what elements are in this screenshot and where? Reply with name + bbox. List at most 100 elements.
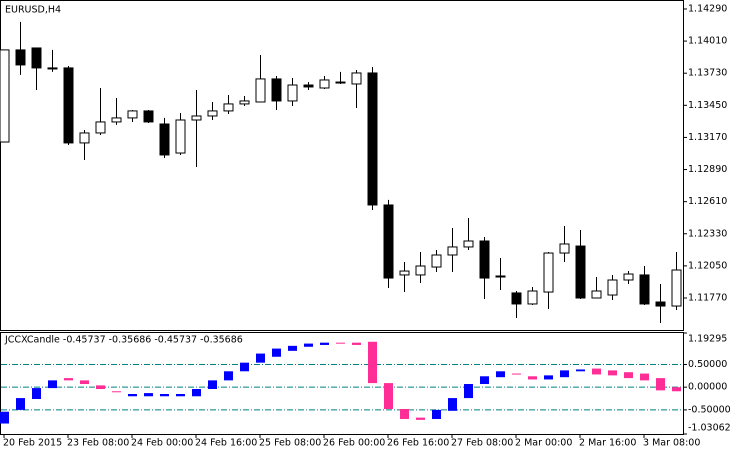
candle-body [559,243,570,254]
y-tick-label: 1.12330 [688,228,727,239]
y-tick-label: -1.03062 [688,423,731,434]
candle-body [31,47,42,69]
candle-body [288,345,297,351]
y-tick-label: 1.13450 [688,100,727,111]
candle-body [383,204,394,279]
candle-body [656,378,665,391]
candle-body [224,371,233,381]
candle-body [304,343,313,347]
y-tick-label: 1.12610 [688,196,727,207]
candle-body [48,380,57,389]
chart-title: EURUSD,H4 [5,5,61,16]
candle-body [399,270,410,276]
candle-body [208,380,217,390]
candle-body [384,383,393,409]
candle-body [287,84,298,102]
candle-body [352,342,361,345]
y-tick-label: 1.19295 [688,334,727,345]
candle-body [495,275,506,278]
candle-body [368,341,377,384]
candle-body [320,342,329,345]
candle-body [143,110,154,123]
y-tick-label: 1.13730 [688,68,727,79]
candle-body [512,373,521,375]
candle-body [80,380,89,385]
candle-body [351,72,362,85]
candle-body [271,78,282,102]
candle-body [623,273,634,281]
candle-body [528,376,537,380]
y-tick-label: 0.50000 [688,359,727,370]
x-tick-label: 26 Feb 00:00 [323,438,385,449]
candle-body [464,384,473,399]
candle-body [32,388,41,399]
candle-body [624,372,633,379]
candle-body [127,110,138,119]
indicator-frame [0,332,684,435]
candle-body [159,123,170,156]
candle-body [128,394,137,397]
x-tick-label: 27 Feb 08:00 [451,438,513,449]
candle-body [207,110,218,117]
candle-body [448,398,457,411]
candle-body [336,342,345,344]
candle-body [607,279,618,296]
candle-body [191,115,202,121]
chart-title: JCCXCandle -0.45737 -0.35686 -0.45737 -0… [4,335,243,346]
candle-body [272,348,281,357]
x-tick-label: 25 Feb 08:00 [259,438,321,449]
candle-body [543,252,554,293]
candle-body [223,103,234,112]
candle-body [431,254,442,268]
candle-body [511,292,522,305]
x-tick-label: 26 Feb 16:00 [387,438,449,449]
y-tick-label: 1.12890 [688,164,727,175]
candle-body [0,411,9,424]
candle-body [63,67,74,144]
x-tick-label: 2 Mar 16:00 [579,438,636,449]
candle-body [0,49,10,143]
candle-body [256,353,265,363]
candle-body [672,387,681,392]
y-tick-label: 1.14290 [688,4,727,15]
y-tick-label: 1.12050 [688,260,727,271]
candle-body [463,240,474,248]
candle-body [544,375,553,380]
y-tick-label: 1.13170 [688,132,727,143]
main-frame [0,0,684,331]
candle-body [655,301,666,307]
candle-body [95,121,106,134]
candle-body [608,370,617,376]
y-tick-label: 1.11770 [688,292,727,303]
candle-body [560,370,569,378]
candle-body [415,265,426,276]
candle-body [432,409,441,419]
candle-body [160,394,169,397]
candle-body [144,393,153,397]
candle-body [16,398,25,410]
candle-body [319,79,330,89]
candle-body [175,119,186,154]
candle-body [591,290,602,299]
candle-body [335,81,346,84]
candle-body [639,274,650,305]
candle-body [15,49,26,66]
candle-body [447,246,458,256]
candle-body [303,84,314,88]
candle-body [64,378,73,381]
candle-body [111,117,122,123]
candle-body [176,394,185,397]
candle-body [479,240,490,279]
candle-body [640,373,649,381]
candle-body [400,408,409,419]
candle-body [480,376,489,385]
candle-body [416,417,425,420]
x-tick-label: 23 Feb 08:00 [67,438,129,449]
y-tick-label: -0.50000 [688,404,731,415]
candle-body [255,78,266,103]
candle-body [575,245,586,299]
candle-body [240,362,249,372]
x-tick-label: 24 Feb 16:00 [195,438,257,449]
y-tick-label: 1.14010 [688,36,727,47]
